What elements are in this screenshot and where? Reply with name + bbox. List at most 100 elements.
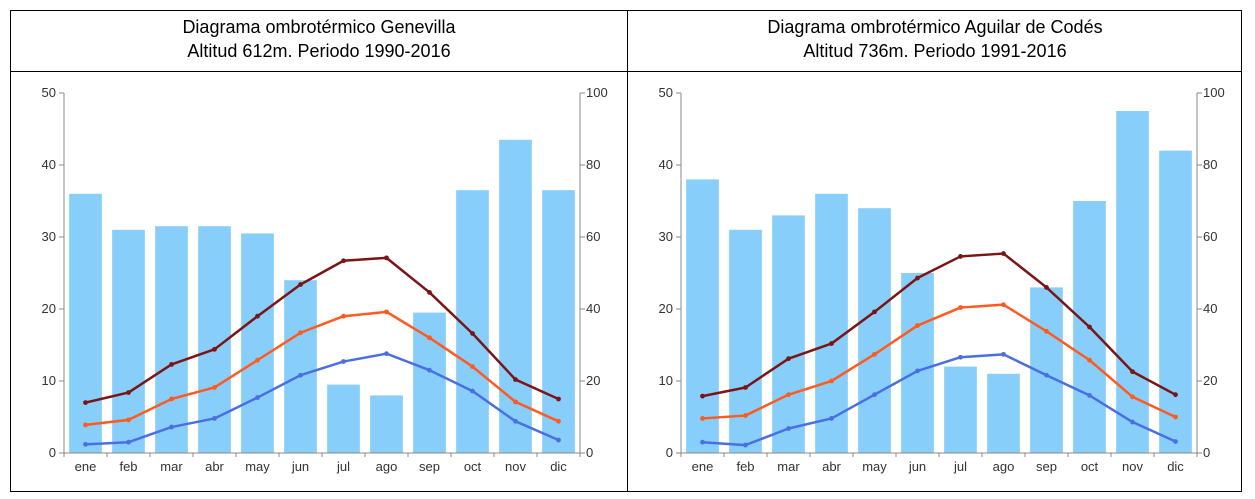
point-tmax-jul [958, 254, 963, 259]
point-tmax-nov [1130, 369, 1135, 375]
bar-ene [69, 193, 102, 454]
point-tmax-mar [169, 362, 174, 367]
bar-may [858, 208, 891, 453]
point-tmax-ene [83, 400, 88, 405]
point-tmean-jul [341, 313, 346, 319]
point-tmax-dic [1173, 392, 1178, 398]
bar-abr [815, 193, 848, 454]
point-tmax-ene [700, 393, 705, 399]
y-tick-label-left: 0 [49, 445, 56, 460]
y-tick-label-right: 20 [586, 373, 600, 388]
point-tmax-feb [126, 390, 131, 395]
bar-jun [284, 280, 317, 453]
point-tmax-abr [829, 341, 834, 346]
chart-title-genevilla: Diagrama ombrotérmico Genevilla Altitud … [11, 15, 627, 63]
x-tick-label-feb: feb [736, 459, 754, 474]
point-tmax-dic [556, 396, 561, 402]
y-tick-label-right: 100 [586, 85, 608, 100]
point-tmax-ago [1001, 251, 1006, 256]
chart-genevilla: 0 10 20 30 40 50 0 20 40 60 80 100 ene feb mar abr may ju… [42, 85, 608, 474]
point-tmean-jun [915, 323, 920, 328]
point-tmin-jun [298, 372, 303, 378]
point-tmean-nov [513, 399, 518, 405]
x-tick-label-jul: jul [336, 459, 350, 474]
point-tmin-oct [470, 388, 475, 394]
panel-divider-horizontal [11, 71, 1241, 72]
bar-ago [987, 373, 1020, 453]
x-tick-label-ene: ene [692, 459, 714, 474]
x-tick-label-nov: nov [505, 459, 526, 474]
x-tick-label-jun: jun [908, 459, 926, 474]
point-tmax-oct [470, 331, 475, 336]
x-tick-label-sep: sep [419, 459, 440, 474]
point-tmean-ago [1001, 302, 1006, 308]
point-tmean-may [255, 357, 260, 363]
y-tick-label-right: 80 [1203, 157, 1217, 172]
point-tmax-may [255, 313, 260, 319]
bar-may [241, 233, 274, 453]
point-tmax-jul [341, 258, 346, 264]
bar-jul [327, 384, 360, 453]
point-tmean-ene [83, 422, 88, 428]
point-tmin-may [872, 392, 877, 398]
chart-title: Diagrama ombrotérmico Genevilla [182, 17, 456, 37]
point-tmax-may [872, 309, 877, 315]
y-tick-label-left: 50 [659, 85, 673, 100]
bar-sep [413, 312, 446, 453]
y-tick-label-left: 20 [42, 301, 56, 316]
y-tick-label-right: 40 [1203, 301, 1217, 316]
x-tick-label-ago: ago [376, 459, 398, 474]
point-tmin-nov [1130, 419, 1135, 425]
point-tmin-mar [169, 424, 174, 430]
y-tick-label-left: 10 [659, 373, 673, 388]
series-line-tmin [85, 352, 559, 446]
point-tmax-abr [212, 346, 217, 352]
point-tmin-sep [1044, 372, 1049, 378]
x-tick-label-jul: jul [953, 459, 967, 474]
series-line-tmean [85, 310, 560, 427]
bar-mar [155, 226, 188, 453]
x-tick-label-ene: ene [75, 459, 97, 474]
point-tmean-oct [1087, 357, 1092, 363]
y-tick-label-right: 60 [586, 229, 600, 244]
point-tmax-ago [384, 255, 389, 261]
point-tmean-sep [1044, 328, 1049, 334]
series-line-tmax [702, 252, 1177, 398]
bar-ene [686, 179, 719, 453]
point-tmax-sep [1044, 285, 1049, 290]
chart-title-aguilar: Diagrama ombrotérmico Aguilar de Codés A… [628, 15, 1242, 63]
point-tmin-ago [1001, 351, 1006, 357]
chart-subtitle: Altitud 736m. Periodo 1991-2016 [803, 41, 1067, 61]
x-tick-label-abr: abr [822, 459, 841, 474]
y-tick-label-left: 40 [659, 157, 673, 172]
x-tick-label-mar: mar [160, 459, 183, 474]
series-line-tmean [702, 303, 1177, 420]
x-tick-label-abr: abr [205, 459, 224, 474]
y-tick-label-right: 80 [586, 157, 600, 172]
y-tick-label-right: 0 [586, 445, 593, 460]
bar-mar [772, 215, 805, 453]
bar-jul [944, 366, 977, 453]
bar-feb [729, 229, 762, 453]
y-tick-label-right: 60 [1203, 229, 1217, 244]
point-tmean-may [872, 351, 877, 357]
point-tmin-sep [427, 367, 432, 373]
point-tmean-dic [556, 418, 561, 424]
bar-dic [542, 190, 575, 453]
point-tmin-dic [1173, 439, 1178, 444]
point-tmin-dic [556, 437, 561, 443]
y-tick-label-left: 20 [659, 301, 673, 316]
line-series-tmin [700, 351, 1178, 448]
point-tmin-abr [829, 416, 834, 421]
x-tick-label-feb: feb [119, 459, 137, 474]
point-tmax-mar [786, 356, 791, 362]
point-tmean-mar [786, 392, 791, 398]
point-tmin-feb [126, 439, 131, 445]
y-tick-label-left: 0 [666, 445, 673, 460]
point-tmean-abr [829, 378, 834, 384]
point-tmin-ago [384, 351, 389, 357]
x-tick-label-oct: oct [464, 459, 482, 474]
point-tmin-feb [743, 442, 748, 448]
point-tmean-feb [743, 413, 748, 418]
point-tmean-dic [1173, 414, 1178, 420]
